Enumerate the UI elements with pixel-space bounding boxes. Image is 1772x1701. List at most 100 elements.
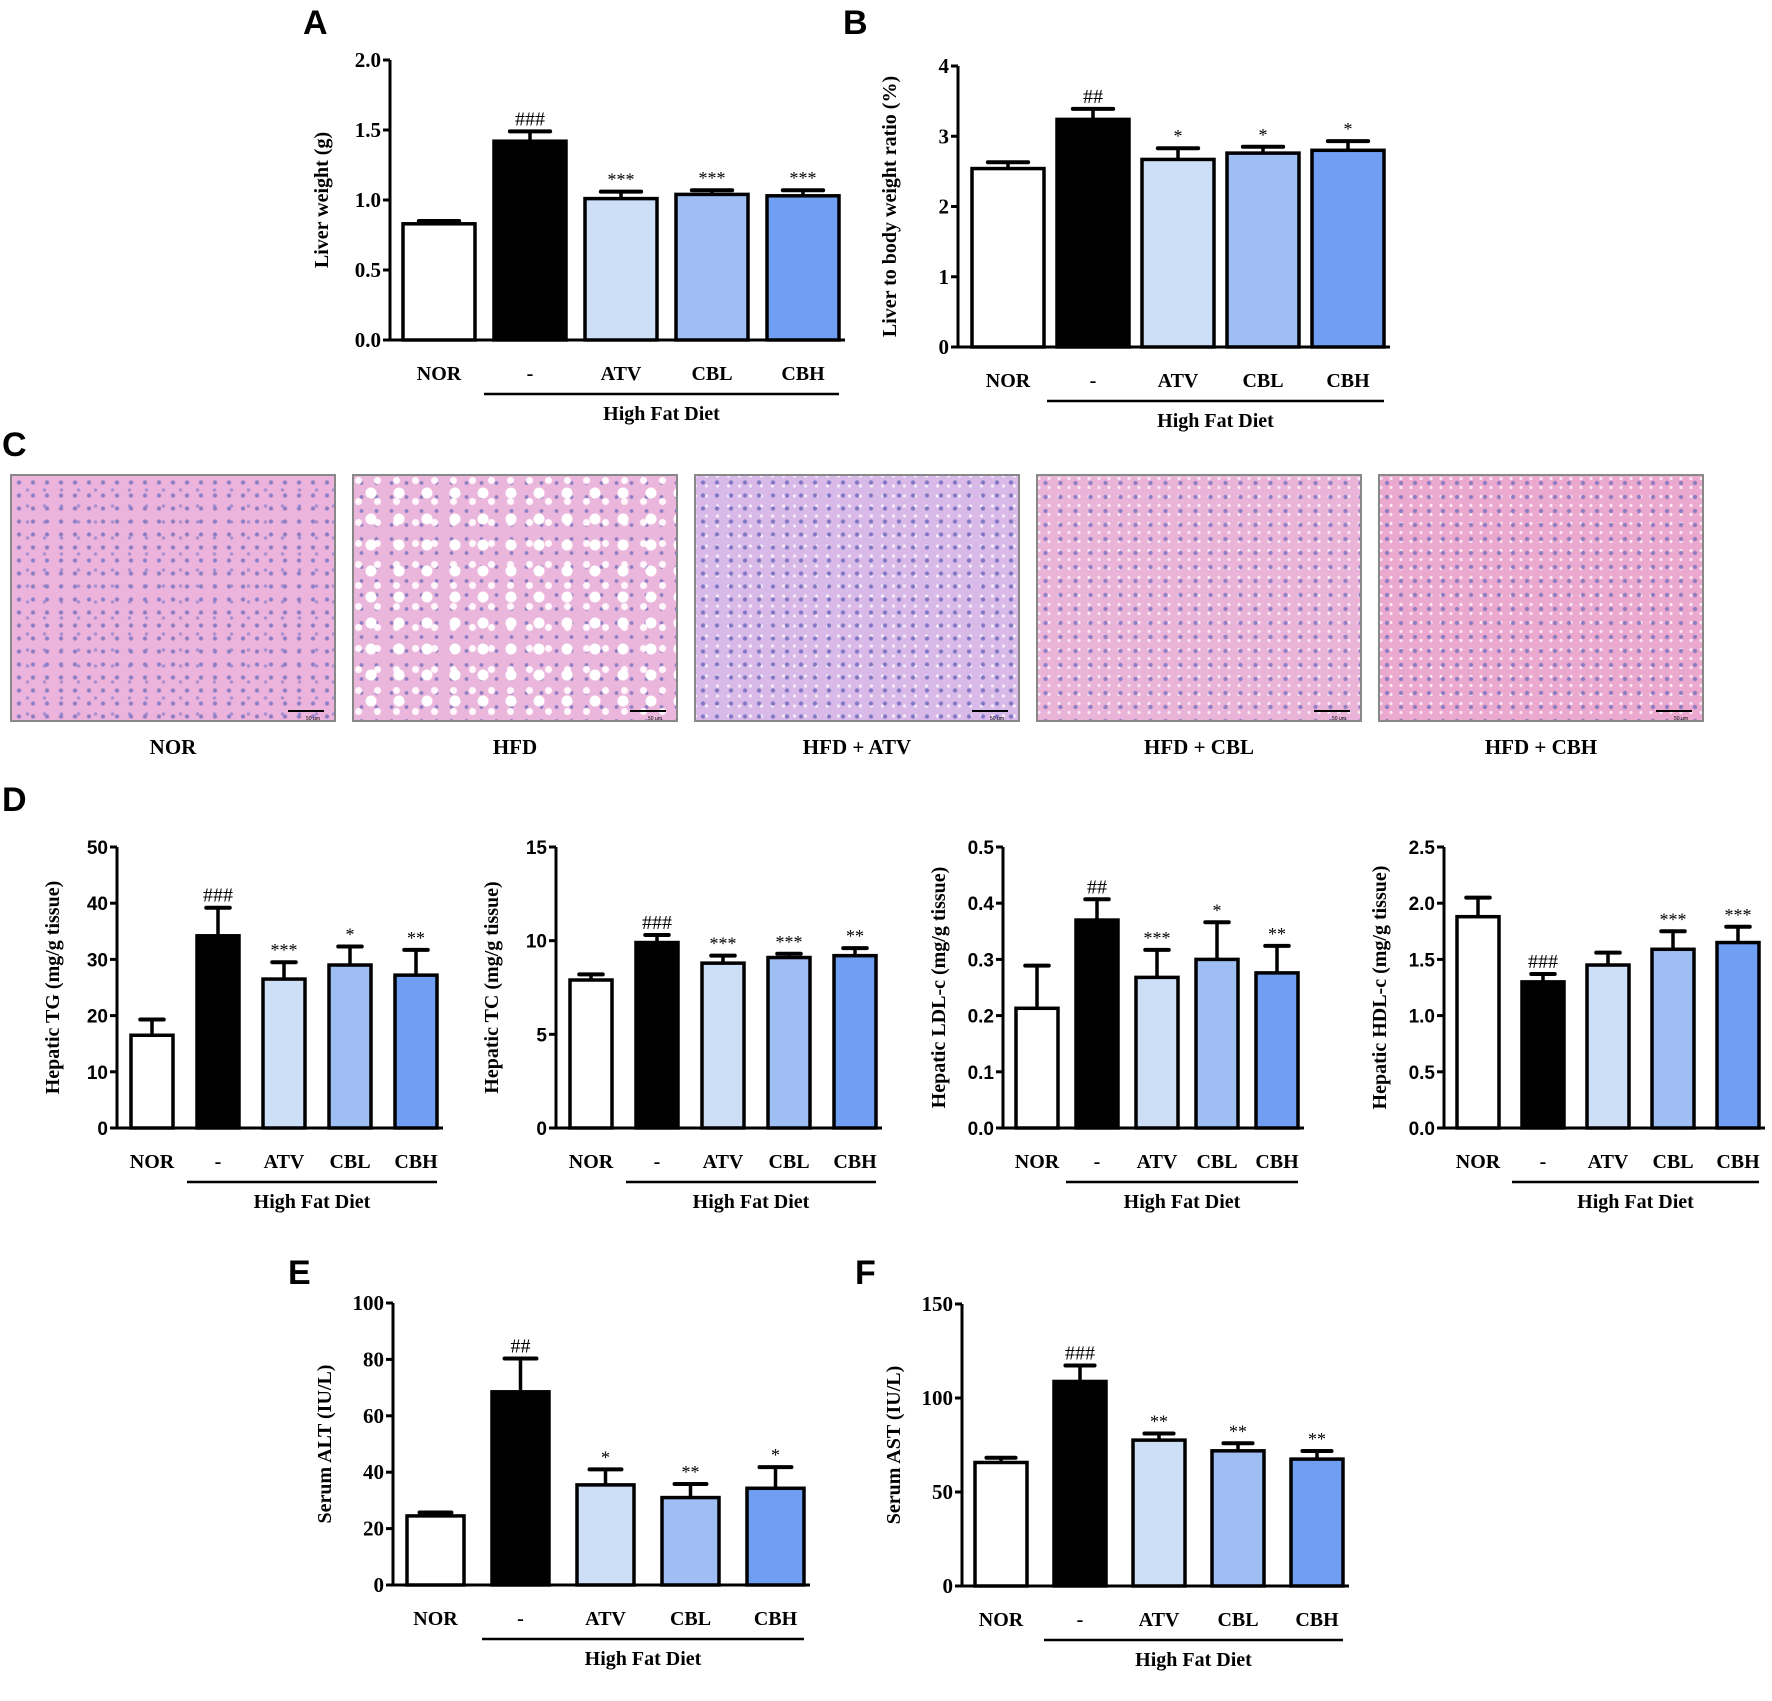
y-tick-label: 15: [526, 838, 548, 859]
x-category-label: ATV: [1137, 1151, 1178, 1173]
bar-chart-hepatic-tg: 0 10 20 30 40 50 Hepatic TG (mg/g tissue) NOR ##…: [0, 800, 443, 1243]
y-tick-label: 0.5: [1409, 1063, 1436, 1084]
significance-marker: *: [346, 924, 355, 944]
bar-chart-liver-weight: 0.0 0.5 1.0 1.5 2.0 Liver weight (g) NOR ### - **…: [260, 40, 845, 455]
y-axis-label: Hepatic TG (mg/g tissue): [42, 881, 64, 1095]
chart-svg: 0.0 0.1 0.2 0.3 0.4 0.5 Hepatic LDL-c (mg/g ti…: [928, 838, 1304, 1213]
histology-image-2: 50 μm: [352, 474, 678, 722]
x-category-label: NOR: [569, 1151, 614, 1173]
x-category-label: ATV: [264, 1151, 305, 1173]
significance-marker: ***: [608, 170, 635, 190]
significance-marker: **: [1268, 924, 1286, 944]
x-category-label: -: [517, 1608, 524, 1630]
scale-bar-text: 50 μm: [1674, 716, 1688, 722]
bar-cbl: [674, 192, 750, 342]
y-tick-label: 1.0: [355, 188, 381, 212]
y-tick-label: 100: [353, 1291, 385, 1315]
bar-hfd: [1520, 980, 1566, 1130]
scale-bar: [630, 710, 666, 712]
significance-marker: ##: [1083, 86, 1103, 108]
y-tick-label: 0.0: [968, 1119, 994, 1140]
x-category-label: ATV: [1158, 370, 1199, 392]
x-category-label: ATV: [585, 1608, 626, 1630]
significance-marker: **: [407, 928, 425, 948]
bar-nor: [129, 1033, 175, 1130]
bar-cbh: [1715, 940, 1761, 1130]
high-fat-diet-label: High Fat Diet: [693, 1191, 810, 1213]
y-tick-label: 0.4: [968, 894, 995, 915]
histology-label-4: HFD + CBL: [1144, 735, 1254, 759]
significance-marker: *: [1174, 126, 1183, 146]
bar-nor: [568, 978, 614, 1130]
significance-marker: *: [601, 1447, 610, 1467]
histology-image-3: 50 μm: [694, 474, 1020, 722]
significance-marker: *: [1213, 900, 1222, 920]
y-tick-label: 50: [87, 838, 108, 859]
y-tick-label: 0.5: [968, 838, 995, 859]
y-tick-label: 40: [87, 894, 108, 915]
significance-marker: ##: [511, 1336, 531, 1358]
x-category-label: -: [1094, 1151, 1101, 1173]
x-category-label: CBL: [1196, 1151, 1237, 1173]
bar-hfd: [634, 940, 680, 1130]
significance-marker: **: [1150, 1412, 1168, 1432]
histology-label-3: HFD + ATV: [802, 735, 912, 759]
histology-label-1: NOR: [149, 735, 197, 759]
bar-nor: [973, 1460, 1029, 1588]
x-category-label: NOR: [986, 370, 1031, 392]
bar-atv: [1140, 157, 1216, 349]
scale-bar-text: 50 μm: [990, 716, 1004, 722]
y-tick-label: 0.5: [355, 258, 381, 282]
significance-marker: ***: [710, 934, 737, 954]
scale-bar: [972, 710, 1008, 712]
y-tick-label: 0: [97, 1119, 108, 1140]
y-axis-label: Liver to body weight ratio (%): [879, 76, 901, 337]
significance-marker: *: [1259, 125, 1268, 145]
significance-marker: **: [682, 1462, 700, 1482]
bar-hfd: [490, 1390, 551, 1587]
x-category-label: ATV: [601, 363, 642, 385]
significance-marker: ###: [1065, 1342, 1095, 1364]
x-category-label: CBH: [1326, 370, 1370, 392]
x-category-label: -: [215, 1151, 222, 1173]
bar-cbh: [1254, 971, 1300, 1130]
significance-marker: **: [1308, 1429, 1326, 1449]
panel-label-a: A: [303, 4, 328, 42]
x-category-label: NOR: [413, 1608, 458, 1630]
panel-label-f: F: [855, 1254, 876, 1292]
bar-chart-serum-ast: 0 50 100 150 Serum AST (IU/L) NOR ### - ** ATV ** C…: [800, 1280, 1360, 1701]
bar-cbl: [1210, 1449, 1266, 1588]
bar-cbh: [745, 1486, 806, 1587]
x-category-label: CBH: [833, 1151, 877, 1173]
y-tick-label: 100: [922, 1386, 954, 1410]
y-tick-label: 0: [939, 335, 950, 359]
y-tick-label: 0: [374, 1573, 385, 1597]
bar-atv: [700, 961, 746, 1130]
significance-marker: **: [1229, 1421, 1247, 1441]
x-category-label: -: [654, 1151, 661, 1173]
high-fat-diet-label: High Fat Diet: [603, 403, 720, 425]
y-tick-label: 2: [939, 195, 950, 219]
high-fat-diet-label: High Fat Diet: [254, 1191, 371, 1213]
x-category-label: CBH: [781, 363, 825, 385]
y-axis-label: Serum ALT (IU/L): [314, 1365, 336, 1524]
y-tick-label: 0.3: [968, 950, 994, 971]
bar-atv: [1134, 975, 1180, 1130]
y-tick-label: 1.5: [1409, 950, 1436, 971]
x-category-label: CBL: [670, 1608, 711, 1630]
histology-image-5: 50 μm: [1378, 474, 1704, 722]
x-category-label: -: [1077, 1609, 1084, 1631]
x-category-label: CBH: [1716, 1151, 1760, 1173]
x-category-label: NOR: [1015, 1151, 1060, 1173]
significance-marker: ***: [776, 932, 803, 952]
scale-bar-text: 50 μm: [648, 716, 662, 722]
y-axis-label: Hepatic HDL-c (mg/g tissue): [1369, 866, 1391, 1110]
bar-cbl: [660, 1495, 721, 1587]
histology-label-5: HFD + CBH: [1484, 735, 1598, 759]
x-category-label: -: [1540, 1151, 1547, 1173]
y-tick-label: 0.0: [355, 328, 381, 352]
panel-label-c: C: [2, 426, 27, 464]
bar-chart-liver-body-ratio: 0 1 2 3 4 Liver to body weight ratio (%) NOR ##…: [780, 40, 1772, 462]
significance-marker: **: [846, 926, 864, 946]
significance-marker: ###: [1528, 951, 1558, 973]
